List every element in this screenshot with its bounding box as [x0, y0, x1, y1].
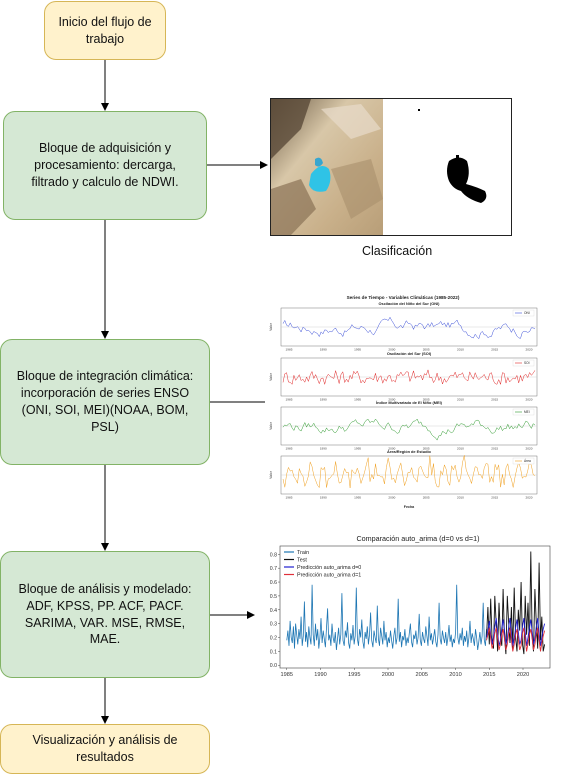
- x-tick-label: 1990: [314, 672, 326, 678]
- panel-xtick-2: 2000: [388, 398, 395, 402]
- y-tick-label: 0.3: [270, 622, 277, 628]
- legend-label-3: Predicción auto_arima d=0: [297, 565, 361, 571]
- y-tick-label: 0.4: [270, 608, 277, 614]
- series-line-4: [486, 627, 546, 652]
- panel-ylabel-1: Valor: [269, 322, 273, 331]
- panel-legend-label-2: SOI: [524, 361, 530, 365]
- arima-chart-svg: Comparación auto_arima (d=0 vs d=1) 0.0 0…: [270, 534, 551, 678]
- panel-xtick-4: 1995: [354, 496, 361, 500]
- climate-xlabel: Fecha: [404, 505, 415, 509]
- analysis-node: Bloque de análisis y modelado: ADF, KPSS…: [0, 551, 210, 678]
- x-tick-label: 2005: [416, 672, 428, 678]
- arima-chart: Comparación auto_arima (d=0 vs d=1) 0.0 0…: [258, 531, 554, 682]
- panel-legend-label-4: Área: [524, 459, 531, 463]
- panel-xtick-2: 2015: [491, 398, 498, 402]
- panel-xtick-1: 1990: [320, 348, 327, 352]
- panel-xtick-4: 2015: [491, 496, 498, 500]
- panel-title-3: Índice Multivariado de El Niño (MEI): [376, 400, 443, 405]
- panel-xtick-3: 1990: [320, 447, 327, 451]
- y-tick-label: 0.2: [270, 636, 277, 642]
- y-tick-label: 0.5: [270, 594, 277, 600]
- classification-image: [271, 99, 511, 235]
- panel-xtick-1: 2020: [526, 348, 533, 352]
- panel-title-2: Oscilación del Sur (SOI): [387, 351, 432, 356]
- panel-xtick-4: 2000: [388, 496, 395, 500]
- start-node: Inicio del flujo de trabajo: [44, 1, 166, 60]
- classified-water: [447, 157, 487, 203]
- climate-figure: Series de Tiempo - Variables Climáticas …: [265, 292, 545, 514]
- panel-xtick-2: 1995: [354, 398, 361, 402]
- panel-ylabel-3: Valor: [269, 421, 273, 430]
- series-line-1: [286, 584, 487, 651]
- y-tick-label: 0.7: [270, 566, 277, 572]
- y-tick-label: 0.0: [270, 663, 277, 669]
- legend-label-4: Predicción auto_arima d=1: [297, 573, 361, 579]
- panel-legend-box-1: [512, 309, 535, 317]
- panel-series-1: [282, 316, 536, 340]
- legend-label-1: Train: [297, 550, 309, 556]
- x-tick-label: 1995: [348, 672, 360, 678]
- panel-xtick-3: 2015: [491, 447, 498, 451]
- panel-xtick-2: 2020: [526, 398, 533, 402]
- x-tick-label: 2020: [517, 672, 529, 678]
- x-tick-label: 2000: [382, 672, 394, 678]
- panel-xtick-4: 2010: [457, 496, 464, 500]
- panel-xtick-2: 1985: [286, 398, 293, 402]
- classification-caption: Clasificación: [362, 244, 433, 258]
- panel-ylabel-2: Valor: [269, 372, 273, 381]
- panel-xtick-1: 1985: [286, 348, 293, 352]
- panel-xtick-4: 2020: [526, 496, 533, 500]
- panel-xtick-3: 2020: [526, 447, 533, 451]
- chart-title: Comparación auto_arima (d=0 vs d=1): [356, 534, 479, 543]
- panel-xtick-3: 1985: [286, 447, 293, 451]
- x-tick-label: 2010: [449, 672, 461, 678]
- acquisition-node: Bloque de adquisición y procesamiento: d…: [3, 111, 207, 220]
- panel-xtick-1: 2015: [491, 348, 498, 352]
- panel-ylabel-4: Valor: [269, 470, 273, 479]
- panel-legend-label-3: MEI: [524, 410, 530, 414]
- panel-legend-box-4: [512, 457, 535, 465]
- panel-series-3: [282, 418, 536, 441]
- panel-series-4: [282, 455, 536, 489]
- panel-series-2: [282, 368, 536, 386]
- panel-xtick-2: 2010: [457, 398, 464, 402]
- y-tick-label: 0.6: [270, 580, 277, 586]
- panel-xtick-4: 1985: [286, 496, 293, 500]
- panel-title-1: Oscilación del Niño del Sur (ONI): [379, 301, 441, 306]
- panel-legend-label-1: ONI: [524, 311, 530, 315]
- classification-panel: [270, 98, 512, 236]
- panel-xtick-2: 2005: [423, 398, 430, 402]
- panel-xtick-4: 1990: [320, 496, 327, 500]
- panel-xtick-1: 2010: [457, 348, 464, 352]
- series-line-3: [486, 618, 546, 646]
- climate-figure-svg: Series de Tiempo - Variables Climáticas …: [269, 295, 538, 509]
- panel-xtick-1: 2000: [388, 348, 395, 352]
- results-node: Visualización y análisis de resultados: [0, 724, 210, 774]
- panel-title-4: Área/Región de Estudio: [387, 449, 432, 454]
- y-tick-label: 0.1: [270, 649, 277, 655]
- panel-xtick-1: 1995: [354, 348, 361, 352]
- panel-xtick-3: 2010: [457, 447, 464, 451]
- classification-mask: [383, 99, 511, 235]
- x-tick-label: 1985: [281, 672, 293, 678]
- panel-xtick-2: 1990: [320, 398, 327, 402]
- panel-xtick-3: 2005: [423, 447, 430, 451]
- water-body: [309, 165, 331, 192]
- y-tick-label: 0.8: [270, 552, 277, 558]
- panel-xtick-4: 2005: [423, 496, 430, 500]
- panel-xtick-1: 2005: [423, 348, 430, 352]
- panel-legend-box-2: [512, 359, 535, 367]
- panel-legend-box-3: [512, 408, 535, 416]
- legend-label-2: Test: [297, 558, 307, 564]
- panel-xtick-3: 2000: [388, 447, 395, 451]
- climate-node: Bloque de integración climática: incorpo…: [0, 339, 210, 465]
- x-tick-label: 2015: [483, 672, 495, 678]
- panel-xtick-3: 1995: [354, 447, 361, 451]
- climate-figure-title: Series de Tiempo - Variables Climáticas …: [347, 295, 460, 300]
